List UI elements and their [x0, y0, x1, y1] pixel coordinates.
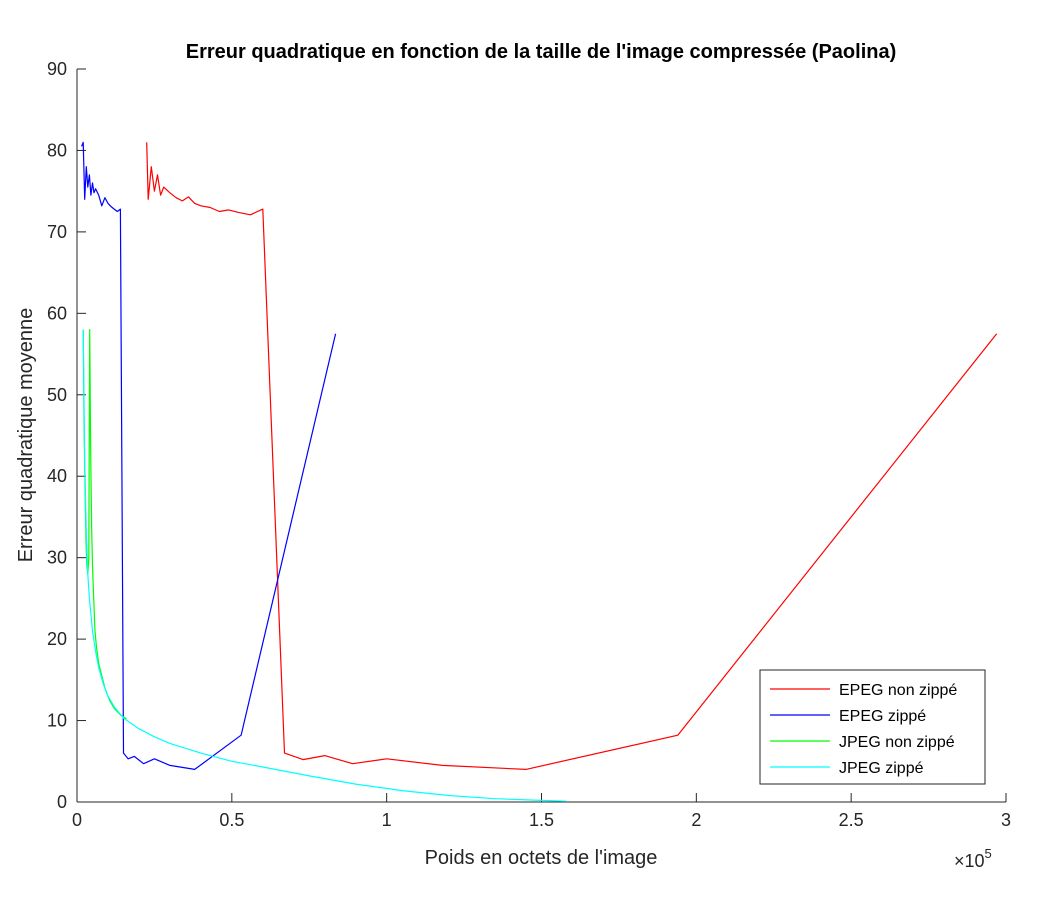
series-line-1	[146, 142, 998, 770]
legend-label: EPEG zippé	[839, 708, 926, 725]
legend-items: EPEG non zippé EPEG zippé JPEG non zippé JP…	[770, 682, 957, 777]
y-axis-label: Erreur quadratique moyenne	[15, 308, 37, 563]
x-tick-label: 3	[1001, 810, 1011, 830]
y-tick-label: 60	[47, 303, 67, 323]
x-axis-exponent: ×105	[954, 846, 992, 871]
x-tick-label: 0.5	[219, 810, 244, 830]
legend-label: JPEG zippé	[839, 760, 924, 777]
y-tick-label: 80	[47, 140, 67, 160]
y-tick-label: 20	[47, 629, 67, 649]
x-axis-ticks: 0 0.5 1 1.5 2 2.5 3	[72, 793, 1011, 830]
series-lines	[81, 141, 998, 802]
legend-label: EPEG non zippé	[839, 682, 957, 699]
series-line-2	[81, 141, 337, 770]
x-axis-exponent-base: ×10	[954, 851, 985, 871]
x-tick-label: 2	[691, 810, 701, 830]
y-tick-label: 40	[47, 466, 67, 486]
legend: EPEG non zippé EPEG zippé JPEG non zippé JP…	[759, 669, 986, 785]
y-tick-label: 50	[47, 385, 67, 405]
y-tick-label: 90	[47, 59, 67, 79]
series-line-4	[82, 329, 567, 802]
y-tick-label: 70	[47, 222, 67, 242]
y-tick-label: 10	[47, 711, 67, 731]
y-axis-ticks: 0 10 20 30 40 50 60 70 80 90	[47, 59, 86, 812]
x-axis-label: Poids en octets de l'image	[425, 847, 658, 869]
x-axis-exponent-power: 5	[985, 846, 992, 861]
x-tick-label: 1.5	[529, 810, 554, 830]
x-tick-label: 1	[382, 810, 392, 830]
x-tick-label: 2.5	[839, 810, 864, 830]
chart-title: Erreur quadratique en fonction de la tai…	[186, 41, 897, 63]
legend-label: JPEG non zippé	[839, 734, 955, 751]
y-tick-label: 0	[57, 792, 67, 812]
y-tick-label: 30	[47, 548, 67, 568]
x-tick-label: 0	[72, 810, 82, 830]
